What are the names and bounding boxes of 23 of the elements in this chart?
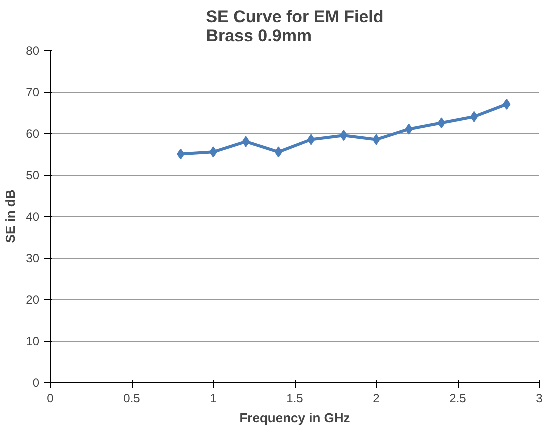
x-tick-label: 3: [536, 392, 544, 406]
y-tick-label: 10: [26, 334, 40, 348]
x-tick-label: 2: [373, 392, 380, 406]
point: [307, 134, 316, 146]
y-tick-label: 40: [26, 210, 40, 224]
x-tick-label: 0: [47, 392, 54, 406]
y-tick-label: 80: [26, 44, 40, 58]
y-tick-label: 60: [26, 127, 40, 141]
y-tick-label: 70: [26, 86, 40, 100]
x-axis-title: Frequency in GHz: [240, 410, 351, 426]
point: [438, 118, 446, 129]
y-tick-label: 0: [32, 376, 40, 390]
point: [470, 111, 478, 122]
y-tick-label: 30: [26, 252, 40, 266]
y-axis-title: SE in dB: [3, 190, 18, 244]
chart-title: SE Curve for EM Field Brass 0.9mm: [206, 8, 384, 46]
y-tick-label: 50: [26, 168, 40, 182]
x-tick-label: 1.5: [286, 392, 304, 406]
x-tick-label: 0.5: [124, 392, 141, 406]
x-tick-label: 1: [210, 392, 218, 406]
x-tick-label: 2.5: [450, 392, 467, 406]
point: [274, 146, 283, 158]
y-tick-label: 20: [26, 293, 40, 307]
